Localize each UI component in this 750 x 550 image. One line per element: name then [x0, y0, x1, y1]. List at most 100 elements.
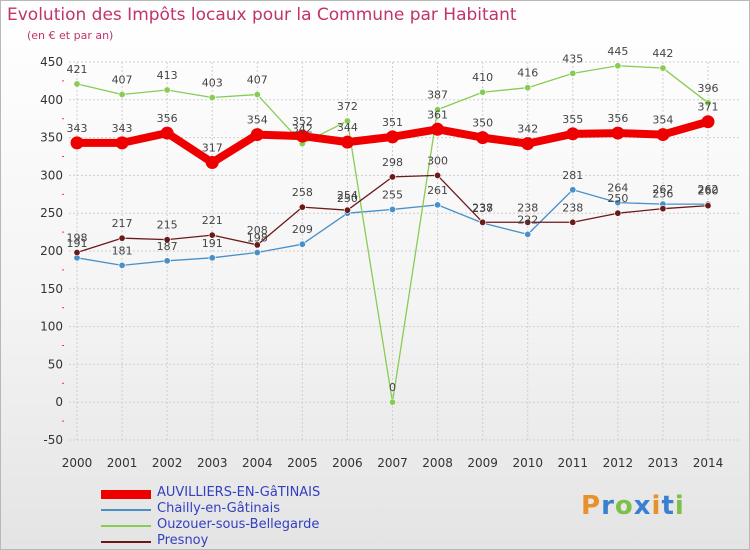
data-point	[434, 201, 442, 209]
y-tick-label: 50	[48, 357, 63, 371]
x-tick-label: 2005	[287, 456, 318, 470]
data-label: 250	[607, 192, 628, 205]
y-tick-label: 400	[40, 93, 63, 107]
data-label: 356	[607, 112, 628, 125]
legend-label: AUVILLIERS-EN-GâTINAIS	[157, 485, 321, 500]
x-tick-label: 2007	[377, 456, 408, 470]
data-point	[614, 209, 622, 217]
data-label: 442	[652, 47, 673, 60]
data-label: 354	[247, 114, 268, 127]
data-point	[388, 205, 396, 213]
data-point	[118, 234, 126, 242]
legend-swatch	[101, 525, 151, 527]
legend-swatch	[101, 489, 151, 499]
data-label: 372	[337, 100, 358, 113]
data-point	[118, 261, 126, 269]
data-label: 371	[698, 101, 719, 114]
data-label: 343	[112, 122, 133, 135]
data-point	[253, 241, 261, 249]
data-point	[476, 131, 490, 145]
data-point	[115, 136, 129, 150]
data-point	[250, 128, 264, 142]
chart-subtitle: (en € et par an)	[27, 29, 114, 42]
data-label: 407	[112, 74, 133, 87]
data-label: 435	[562, 52, 583, 65]
data-label: 344	[337, 121, 358, 134]
data-label: 222	[517, 213, 538, 226]
y-tick-label: 100	[40, 320, 63, 334]
data-point	[524, 84, 532, 92]
data-point	[118, 91, 126, 99]
data-point	[524, 218, 532, 226]
data-label: 198	[67, 232, 88, 245]
legend-swatch	[101, 541, 151, 543]
x-tick-label: 2008	[422, 456, 453, 470]
data-point	[614, 62, 622, 70]
data-label: 238	[517, 201, 538, 214]
legend-label: Presnoy	[157, 533, 209, 548]
data-point	[205, 156, 219, 170]
data-label: 354	[652, 114, 673, 127]
data-label: 300	[427, 154, 448, 167]
data-label: 187	[157, 240, 178, 253]
data-point	[253, 249, 261, 257]
x-tick-label: 2001	[107, 456, 138, 470]
data-point	[343, 117, 351, 125]
y-tick-label: 200	[40, 244, 63, 258]
data-point	[704, 99, 712, 107]
data-label: 317	[202, 142, 223, 155]
data-label: 209	[292, 223, 313, 236]
data-label: 396	[698, 82, 719, 95]
data-label: 258	[292, 186, 313, 199]
data-label: 355	[562, 113, 583, 126]
chart-title: Evolution des Impôts locaux pour la Comm…	[7, 5, 517, 25]
data-point	[163, 236, 171, 244]
data-point	[479, 218, 487, 226]
data-point	[73, 249, 81, 257]
y-tick-label: 150	[40, 282, 63, 296]
data-label: 264	[607, 182, 628, 195]
data-point	[340, 135, 354, 149]
data-label: 238	[472, 201, 493, 214]
data-label: 342	[292, 123, 313, 136]
data-point	[160, 126, 174, 140]
data-point	[73, 80, 81, 88]
x-tick-label: 2013	[648, 456, 679, 470]
data-point	[298, 240, 306, 248]
data-label: 237	[472, 202, 493, 215]
x-tick-label: 2000	[62, 456, 93, 470]
data-point	[388, 398, 396, 406]
data-point	[524, 230, 532, 238]
data-label: 350	[472, 117, 493, 130]
data-label: 351	[382, 116, 403, 129]
y-tick-label: 450	[40, 55, 63, 69]
x-tick-label: 2010	[512, 456, 543, 470]
y-tick-label: 350	[40, 131, 63, 145]
data-label: 262	[652, 183, 673, 196]
data-point	[253, 91, 261, 99]
y-tick-label: -50	[43, 433, 63, 447]
y-tick-label: 250	[40, 206, 63, 220]
legend-label: Chailly-en-Gâtinais	[157, 501, 281, 516]
data-label: 215	[157, 219, 178, 232]
x-tick-label: 2009	[467, 456, 498, 470]
data-label: 262	[698, 183, 719, 196]
data-point	[208, 254, 216, 262]
data-label: 281	[562, 169, 583, 182]
data-point	[659, 205, 667, 213]
data-label: 221	[202, 214, 223, 227]
data-label: 208	[247, 224, 268, 237]
x-tick-label: 2004	[242, 456, 273, 470]
data-point	[479, 88, 487, 96]
proxiti-logo: Proxiti	[581, 491, 685, 521]
data-label: 407	[247, 74, 268, 87]
data-point	[656, 128, 670, 142]
data-label: 421	[67, 63, 88, 76]
data-label: 361	[427, 108, 448, 121]
data-label: 410	[472, 71, 493, 84]
data-point	[208, 94, 216, 102]
data-point	[701, 115, 715, 129]
data-label: 191	[67, 237, 88, 250]
data-label: 260	[698, 185, 719, 198]
